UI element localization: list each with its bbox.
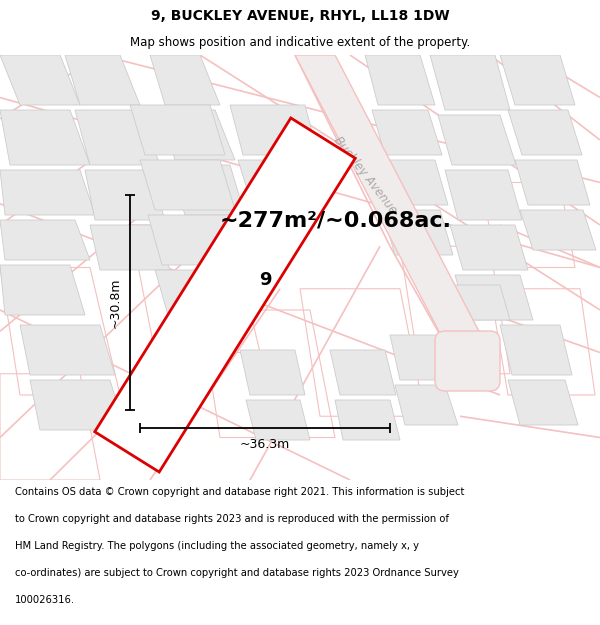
Polygon shape	[390, 335, 452, 380]
Polygon shape	[378, 160, 448, 205]
Text: 100026316.: 100026316.	[15, 594, 75, 604]
Text: ~30.8m: ~30.8m	[109, 278, 122, 328]
Polygon shape	[335, 400, 400, 440]
Polygon shape	[0, 170, 95, 215]
Polygon shape	[65, 55, 140, 105]
Polygon shape	[140, 160, 235, 210]
Polygon shape	[365, 55, 435, 105]
Polygon shape	[0, 265, 85, 315]
Polygon shape	[230, 105, 318, 155]
Polygon shape	[430, 55, 510, 110]
Polygon shape	[130, 105, 225, 155]
Polygon shape	[160, 110, 235, 160]
Polygon shape	[500, 55, 575, 105]
Polygon shape	[508, 380, 578, 425]
Polygon shape	[150, 55, 220, 105]
Polygon shape	[20, 325, 115, 375]
Polygon shape	[240, 350, 305, 395]
Text: ~36.3m: ~36.3m	[240, 438, 290, 451]
Polygon shape	[90, 225, 170, 270]
Polygon shape	[508, 110, 582, 155]
Polygon shape	[520, 210, 596, 250]
Polygon shape	[30, 380, 125, 430]
Polygon shape	[382, 210, 453, 255]
Text: HM Land Registry. The polygons (including the associated geometry, namely x, y: HM Land Registry. The polygons (includin…	[15, 541, 419, 551]
Polygon shape	[238, 160, 328, 205]
FancyBboxPatch shape	[435, 331, 500, 391]
Polygon shape	[246, 400, 310, 440]
Polygon shape	[148, 215, 245, 265]
Polygon shape	[450, 285, 510, 320]
Polygon shape	[170, 165, 245, 215]
Text: to Crown copyright and database rights 2023 and is reproduced with the permissio: to Crown copyright and database rights 2…	[15, 514, 449, 524]
Polygon shape	[85, 170, 165, 220]
Text: 9, BUCKLEY AVENUE, RHYL, LL18 1DW: 9, BUCKLEY AVENUE, RHYL, LL18 1DW	[151, 9, 449, 24]
Polygon shape	[0, 220, 90, 260]
Polygon shape	[450, 225, 528, 270]
Polygon shape	[75, 110, 160, 165]
Polygon shape	[500, 325, 572, 375]
Polygon shape	[0, 110, 90, 165]
Polygon shape	[455, 275, 533, 320]
Text: ~277m²/~0.068ac.: ~277m²/~0.068ac.	[220, 210, 452, 230]
Polygon shape	[295, 55, 490, 352]
Text: co-ordinates) are subject to Crown copyright and database rights 2023 Ordnance S: co-ordinates) are subject to Crown copyr…	[15, 568, 459, 578]
Polygon shape	[395, 385, 458, 425]
Text: Map shows position and indicative extent of the property.: Map shows position and indicative extent…	[130, 36, 470, 49]
Polygon shape	[438, 115, 516, 165]
Text: Contains OS data © Crown copyright and database right 2021. This information is : Contains OS data © Crown copyright and d…	[15, 488, 464, 498]
Polygon shape	[155, 270, 252, 315]
Polygon shape	[372, 110, 442, 155]
Text: 9: 9	[259, 271, 271, 289]
Polygon shape	[330, 350, 396, 395]
Polygon shape	[0, 55, 80, 105]
Polygon shape	[445, 170, 522, 220]
Polygon shape	[515, 160, 590, 205]
Text: Buckley Avenue: Buckley Avenue	[331, 134, 399, 216]
Polygon shape	[95, 118, 355, 472]
